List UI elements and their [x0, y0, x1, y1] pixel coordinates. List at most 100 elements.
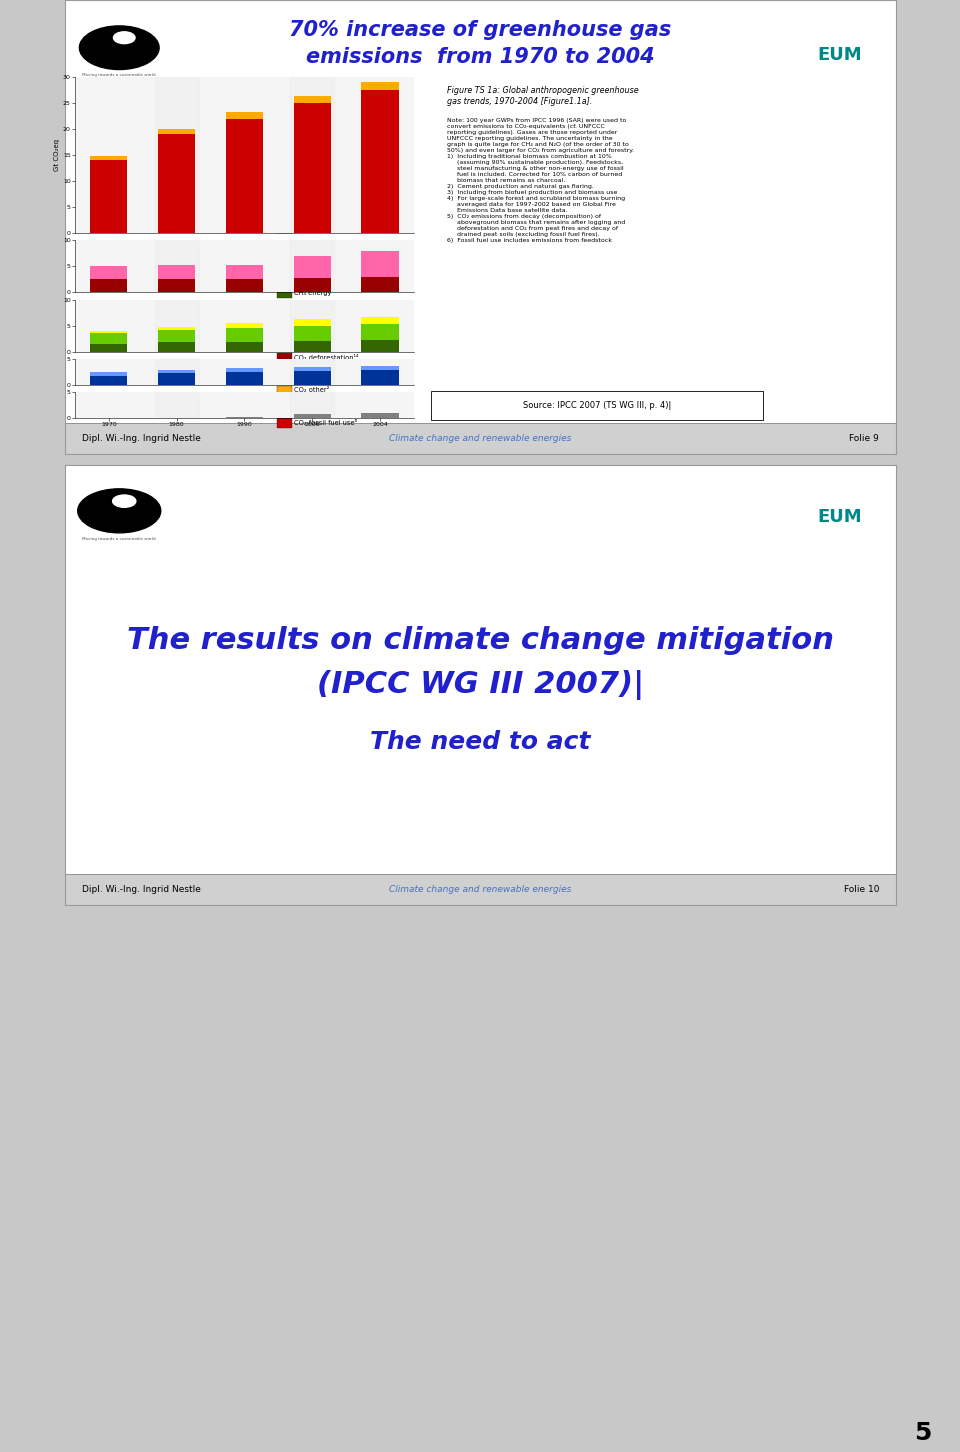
Bar — [277, 158, 292, 168]
Text: CO₂ fossil fuel use⁶: CO₂ fossil fuel use⁶ — [294, 420, 357, 425]
Bar — [90, 266, 128, 279]
Y-axis label: Gt CO₂eq: Gt CO₂eq — [54, 139, 60, 171]
Bar — [155, 359, 199, 385]
Bar — [362, 414, 398, 418]
Bar — [290, 77, 334, 234]
Bar — [158, 129, 195, 135]
Bar — [223, 392, 267, 418]
Bar — [86, 359, 131, 385]
Text: CH₄ agriculture: CH₄ agriculture — [294, 257, 344, 263]
Bar — [290, 299, 334, 351]
Bar — [158, 327, 195, 330]
Bar — [290, 392, 334, 418]
Bar — [277, 353, 292, 363]
Bar — [277, 418, 292, 428]
Bar — [86, 299, 131, 351]
Bar — [362, 90, 398, 234]
Bar — [158, 279, 195, 292]
Text: HFCs, PFCs, SF₆: HFCs, PFCs, SF₆ — [294, 128, 345, 134]
Bar — [65, 0, 896, 89]
Bar — [155, 392, 199, 418]
Text: Dipl. Wi.-Ing. Ingrid Nestle: Dipl. Wi.-Ing. Ingrid Nestle — [82, 884, 201, 893]
Bar — [431, 391, 763, 421]
Text: Note: 100 year GWPs from IPCC 1996 (SAR) were used to
convert emissions to CO₂-e: Note: 100 year GWPs from IPCC 1996 (SAR)… — [447, 118, 635, 242]
Bar — [223, 359, 267, 385]
Bar — [362, 251, 398, 277]
Bar — [294, 319, 331, 325]
Bar — [277, 386, 292, 396]
Bar — [226, 369, 263, 372]
Text: Folie 9: Folie 9 — [850, 434, 879, 443]
Bar — [277, 126, 292, 136]
Bar — [90, 344, 128, 351]
Bar — [86, 241, 131, 292]
Bar — [277, 321, 292, 331]
Text: N₂O agriculture: N₂O agriculture — [294, 193, 345, 199]
Bar — [158, 343, 195, 351]
Text: Figure TS 1a: Global anthropogenic greenhouse
gas trends, 1970-2004 [Figure1.1a]: Figure TS 1a: Global anthropogenic green… — [447, 86, 639, 106]
Bar — [362, 277, 398, 292]
Bar — [223, 77, 267, 234]
Bar — [226, 417, 263, 418]
Text: Climate change and renewable energies: Climate change and renewable energies — [390, 884, 571, 893]
Bar — [90, 160, 128, 234]
Bar — [290, 241, 334, 292]
Text: CH₄ waste and other: CH₄ waste and other — [294, 225, 362, 231]
Bar — [277, 256, 292, 266]
Bar — [86, 77, 131, 234]
Bar — [294, 325, 331, 341]
Bar — [277, 192, 292, 200]
Bar — [90, 279, 128, 292]
Bar — [158, 264, 195, 279]
Bar — [294, 103, 331, 234]
Bar — [362, 370, 398, 385]
Bar — [65, 423, 896, 454]
Bar — [226, 322, 263, 328]
Bar — [65, 874, 896, 905]
Text: N₂O other: N₂O other — [294, 160, 326, 166]
Bar — [226, 264, 263, 279]
Bar — [90, 157, 128, 160]
Bar — [226, 328, 263, 341]
Text: Folie 10: Folie 10 — [844, 884, 879, 893]
Bar — [223, 241, 267, 292]
Bar — [358, 299, 402, 351]
Bar — [362, 340, 398, 351]
Bar — [155, 299, 199, 351]
Bar — [290, 359, 334, 385]
Text: Climate change and renewable energies: Climate change and renewable energies — [390, 434, 571, 443]
Bar — [226, 279, 263, 292]
Bar — [90, 331, 128, 334]
Bar — [358, 392, 402, 418]
Text: EUM: EUM — [818, 508, 862, 527]
Bar — [226, 341, 263, 351]
Text: The need to act: The need to act — [371, 730, 590, 754]
Bar — [294, 277, 331, 292]
Text: CO₂ deforestation¹⁴: CO₂ deforestation¹⁴ — [294, 354, 358, 360]
Text: CH₄ energy³: CH₄ energy³ — [294, 289, 334, 296]
Text: Moving towards a sustainable world: Moving towards a sustainable world — [83, 73, 156, 77]
Text: emissions  from 1970 to 2004: emissions from 1970 to 2004 — [306, 46, 655, 67]
Bar — [362, 366, 398, 370]
Bar — [358, 241, 402, 292]
Bar — [358, 359, 402, 385]
Bar — [90, 372, 128, 376]
Bar — [294, 372, 331, 385]
Bar — [226, 112, 263, 119]
Text: (IPCC WG III 2007)|: (IPCC WG III 2007)| — [317, 669, 644, 700]
Bar — [294, 96, 331, 103]
Bar — [90, 376, 128, 385]
Bar — [155, 77, 199, 234]
Bar — [362, 324, 398, 340]
Text: Dipl. Wi.-Ing. Ingrid Nestle: Dipl. Wi.-Ing. Ingrid Nestle — [82, 434, 201, 443]
Bar — [158, 370, 195, 373]
Bar — [158, 330, 195, 343]
Bar — [223, 299, 267, 351]
Bar — [226, 119, 263, 234]
Bar — [226, 372, 263, 385]
Circle shape — [113, 32, 135, 44]
Bar — [294, 367, 331, 372]
Text: Source: IPCC 2007 (TS WG III, p. 4)|: Source: IPCC 2007 (TS WG III, p. 4)| — [522, 401, 671, 409]
Bar — [294, 256, 331, 277]
Text: 5: 5 — [914, 1420, 931, 1445]
